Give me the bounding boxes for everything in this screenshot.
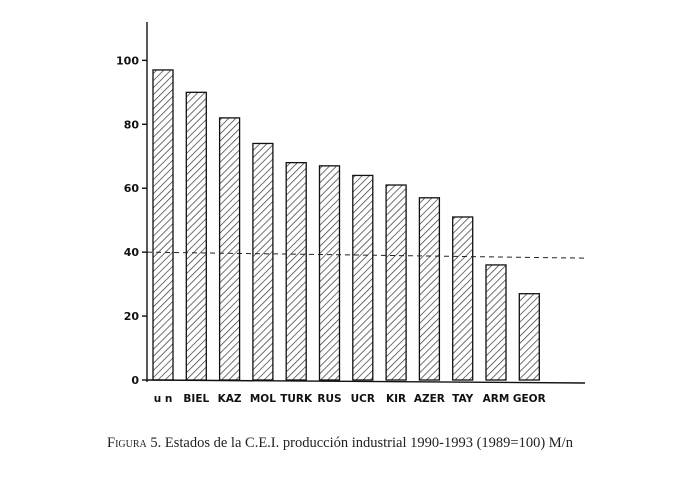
y-tick-label: 0 xyxy=(131,374,139,387)
axes-layer xyxy=(146,22,586,384)
y-ticks-layer: 0 20 40 60 80 100 xyxy=(116,54,147,387)
bar-6 xyxy=(318,165,341,381)
x-category-label: MOL xyxy=(250,393,276,405)
figure-caption: Figura 5. Estados de la C.E.I. producció… xyxy=(0,435,680,452)
y-tick-label: 100 xyxy=(116,54,139,67)
bar-5 xyxy=(285,161,307,381)
x-category-label: TURK xyxy=(280,393,313,405)
bar-2 xyxy=(185,91,207,381)
bar-11 xyxy=(485,264,507,381)
bar-12 xyxy=(518,293,540,381)
bar-7 xyxy=(352,174,374,381)
caption-label: Figura 5. xyxy=(107,435,162,451)
x-labels-layer: u n BIEL KAZ MOL TURK RUS UCR KIR AZER TAY ARM GEOR xyxy=(154,393,546,405)
x-category-label: RUS xyxy=(317,393,341,405)
y-tick-label: 60 xyxy=(124,182,140,195)
x-category-label: BIEL xyxy=(183,393,209,405)
bar-1 xyxy=(152,69,174,381)
x-category-label: u n xyxy=(154,393,173,405)
caption-text: Estados de la C.E.I. producción industri… xyxy=(164,435,573,451)
bar-4 xyxy=(252,142,274,381)
x-category-label: ARM xyxy=(483,393,510,405)
bars-layer xyxy=(152,69,540,381)
y-tick-label: 40 xyxy=(124,246,140,259)
bar-10 xyxy=(452,216,474,381)
x-axis xyxy=(146,379,586,384)
bar-3 xyxy=(218,117,241,381)
x-category-label: AZER xyxy=(414,393,445,405)
x-category-label: TAY xyxy=(452,393,473,405)
bar-chart: 0 20 40 60 80 100 u n BIEL KAZ MOL TURK RUS UCR KIR A… xyxy=(116,22,586,405)
bar-9 xyxy=(418,197,441,381)
x-category-label: UCR xyxy=(351,393,375,405)
reference-line xyxy=(146,251,586,259)
x-category-label: KIR xyxy=(386,393,406,405)
reference-line-layer xyxy=(146,251,586,259)
y-tick-label: 80 xyxy=(124,118,140,131)
y-tick-label: 20 xyxy=(124,310,140,323)
bar-8 xyxy=(385,184,407,381)
x-category-label: KAZ xyxy=(218,393,242,405)
x-category-label: GEOR xyxy=(513,393,546,405)
